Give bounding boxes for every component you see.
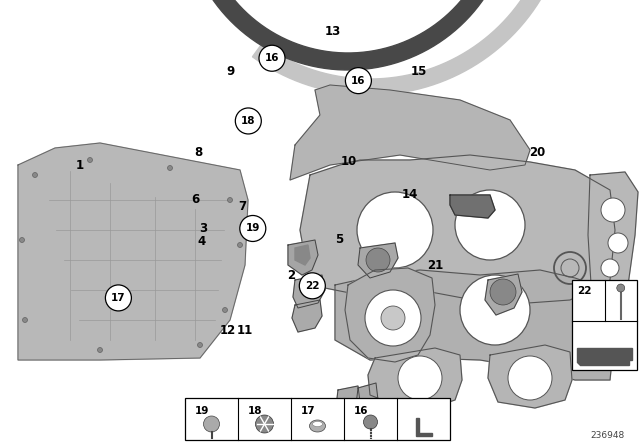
Text: 20: 20: [529, 146, 546, 159]
Text: 8: 8: [195, 146, 202, 159]
Polygon shape: [292, 300, 322, 332]
Circle shape: [601, 198, 625, 222]
Polygon shape: [415, 418, 431, 436]
Text: 16: 16: [353, 406, 368, 416]
Circle shape: [508, 356, 552, 400]
Circle shape: [88, 158, 93, 163]
Circle shape: [455, 190, 525, 260]
Polygon shape: [252, 0, 568, 95]
Circle shape: [227, 198, 232, 202]
Text: 16: 16: [265, 53, 279, 63]
Text: 18: 18: [241, 116, 255, 126]
Polygon shape: [290, 85, 530, 180]
Text: 4: 4: [198, 234, 205, 248]
Text: 21: 21: [427, 258, 444, 272]
Circle shape: [204, 416, 220, 432]
Circle shape: [236, 108, 261, 134]
Polygon shape: [588, 172, 638, 300]
Circle shape: [259, 45, 285, 71]
Text: 19: 19: [195, 406, 209, 416]
Circle shape: [97, 348, 102, 353]
Circle shape: [255, 415, 273, 433]
Polygon shape: [358, 243, 398, 278]
Text: 3: 3: [200, 222, 207, 235]
Circle shape: [398, 356, 442, 400]
Circle shape: [106, 285, 131, 311]
Text: 10: 10: [340, 155, 357, 168]
Polygon shape: [485, 274, 522, 315]
Circle shape: [223, 307, 227, 313]
Circle shape: [617, 284, 625, 292]
Polygon shape: [356, 383, 378, 410]
Polygon shape: [336, 386, 360, 413]
Text: 2: 2: [287, 269, 295, 282]
Circle shape: [346, 68, 371, 94]
Polygon shape: [293, 275, 325, 308]
Circle shape: [33, 172, 38, 177]
Polygon shape: [450, 195, 495, 218]
Text: 17: 17: [301, 406, 315, 416]
Circle shape: [358, 283, 422, 347]
Circle shape: [381, 306, 405, 330]
Polygon shape: [300, 155, 615, 305]
Polygon shape: [18, 143, 248, 360]
Polygon shape: [295, 245, 310, 265]
Circle shape: [300, 273, 325, 299]
Ellipse shape: [310, 420, 326, 432]
Circle shape: [198, 343, 202, 348]
Text: 15: 15: [411, 65, 428, 78]
Circle shape: [601, 259, 619, 277]
Circle shape: [22, 318, 28, 323]
Text: 6: 6: [191, 193, 199, 206]
Text: 13: 13: [324, 25, 341, 38]
Text: 18: 18: [248, 406, 262, 416]
Bar: [572, 280, 637, 370]
Polygon shape: [345, 268, 435, 362]
Polygon shape: [335, 270, 615, 380]
Circle shape: [237, 242, 243, 247]
Text: 19: 19: [246, 224, 260, 233]
Circle shape: [240, 215, 266, 241]
Circle shape: [490, 279, 516, 305]
Text: 5: 5: [335, 233, 343, 246]
Circle shape: [364, 415, 378, 429]
Text: 9: 9: [227, 65, 234, 78]
Circle shape: [366, 248, 390, 272]
Text: 16: 16: [351, 76, 365, 86]
Circle shape: [365, 290, 421, 346]
Text: 14: 14: [401, 188, 418, 202]
Bar: [185, 398, 450, 440]
Text: 236948: 236948: [590, 431, 624, 440]
Circle shape: [460, 275, 530, 345]
Polygon shape: [195, 0, 501, 70]
Polygon shape: [488, 345, 572, 408]
Text: 12: 12: [220, 324, 236, 337]
Text: 7: 7: [238, 199, 246, 213]
Polygon shape: [288, 240, 318, 275]
Circle shape: [608, 233, 628, 253]
Polygon shape: [368, 348, 462, 408]
Polygon shape: [577, 348, 632, 365]
Text: 1: 1: [76, 159, 84, 172]
Ellipse shape: [312, 422, 323, 426]
Text: 11: 11: [236, 324, 253, 337]
Text: 22: 22: [305, 281, 319, 291]
Circle shape: [357, 192, 433, 268]
Circle shape: [168, 165, 173, 171]
Text: 17: 17: [111, 293, 125, 303]
Text: 22: 22: [577, 286, 591, 296]
Circle shape: [19, 237, 24, 242]
